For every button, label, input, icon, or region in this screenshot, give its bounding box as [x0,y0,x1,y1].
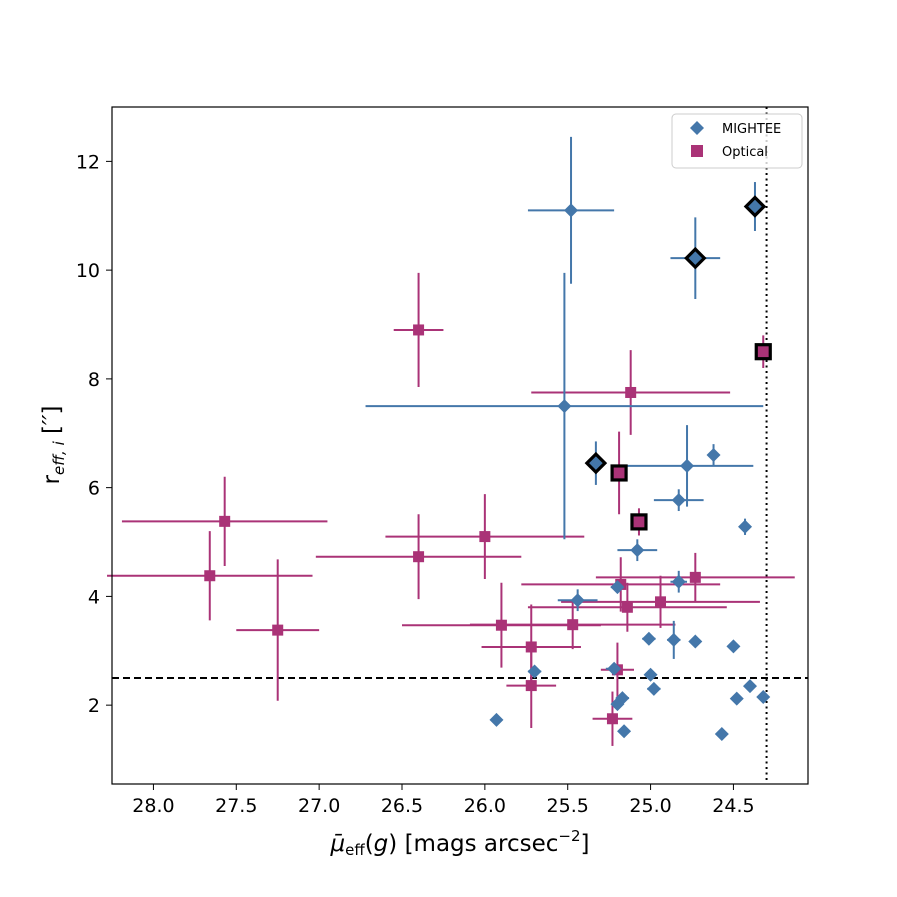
mightee-point [729,691,744,706]
optical-point [272,624,284,636]
svg-text:μ̄eff(g) [mags arcsec−2]: μ̄eff(g) [mags arcsec−2] [329,827,589,859]
optical-point [655,596,667,608]
mightee-point [617,724,632,739]
plot-background [112,107,808,784]
mightee-point [643,667,658,682]
legend-marker-optical [691,145,703,157]
optical-point [689,571,701,583]
mightee-point [610,580,625,595]
mightee-point [706,448,721,463]
x-tick-label: 28.0 [132,795,174,817]
x-tick-label: 25.0 [629,795,671,817]
x-axis-label: μ̄eff(g) [mags arcsec−2] [329,827,589,859]
y-tick-label: 2 [88,695,100,717]
legend-box [671,113,803,169]
mightee-point [527,664,542,679]
optical-point [606,713,618,725]
optical-point-highlighted [630,513,648,531]
y-tick-label: 8 [88,369,100,391]
optical-point [413,324,425,336]
mightee-point [671,574,686,589]
mightee-point [610,697,625,712]
optical-point [525,680,537,692]
svg-text:reff, i [′′]: reff, i [′′] [39,406,68,485]
mightee-point [756,689,771,704]
y-axis-label: reff, i [′′] [39,406,68,485]
mightee-point [607,661,622,676]
mightee-point [630,543,645,558]
x-tick-label: 27.0 [298,795,340,817]
x-tick-label: 26.5 [381,795,423,817]
optical-point [495,619,507,631]
y-tick-label: 4 [88,586,100,608]
x-tick-label: 25.5 [547,795,589,817]
optical-point [525,641,537,653]
mightee-point [671,493,686,508]
mightee-point-highlighted [684,246,707,270]
x-tick-label: 26.0 [464,795,506,817]
legend-label-optical: Optical [722,145,768,160]
data-markers [204,195,772,741]
mightee-point [666,632,681,647]
optical-point-highlighted [754,343,772,361]
optical-point-highlighted [610,464,628,482]
optical-point [625,386,637,398]
y-tick-label: 12 [76,151,100,173]
mightee-point [726,639,741,654]
mightee-point [738,519,753,534]
mightee-point [641,631,656,646]
mightee-point [557,399,572,414]
y-tick-label: 6 [88,478,100,500]
optical-point [479,531,491,543]
y-tick-label: 10 [76,260,100,282]
plot-frame [111,106,809,785]
mightee-point [688,634,703,649]
mightee-point [570,593,585,608]
mightee-point [714,726,729,741]
optical-point [567,619,579,631]
mightee-point [680,458,695,473]
optical-point [621,601,633,613]
legend-marker-mightee [690,121,704,135]
legend: MIGHTEE Optical [671,113,803,169]
mightee-point [743,679,757,694]
mightee-point [489,712,504,727]
plot-area [107,107,808,784]
optical-point [204,570,216,582]
optical-point [219,515,231,527]
reference-lines [112,107,808,784]
legend-label-mightee: MIGHTEE [722,122,781,137]
x-tick-label: 24.5 [712,795,754,817]
y-axis-ticks: 2 4 6 8 10 12 [76,151,112,717]
optical-point [413,551,425,563]
mightee-point-highlighted [584,451,608,475]
mightee-point-highlighted [743,195,767,218]
x-tick-label: 27.5 [215,795,257,817]
x-axis-ticks: 28.0 27.5 27.0 26.5 26.0 25.5 25.0 24.5 [132,784,755,817]
mightee-point [564,203,579,218]
mightee-point [646,681,661,696]
